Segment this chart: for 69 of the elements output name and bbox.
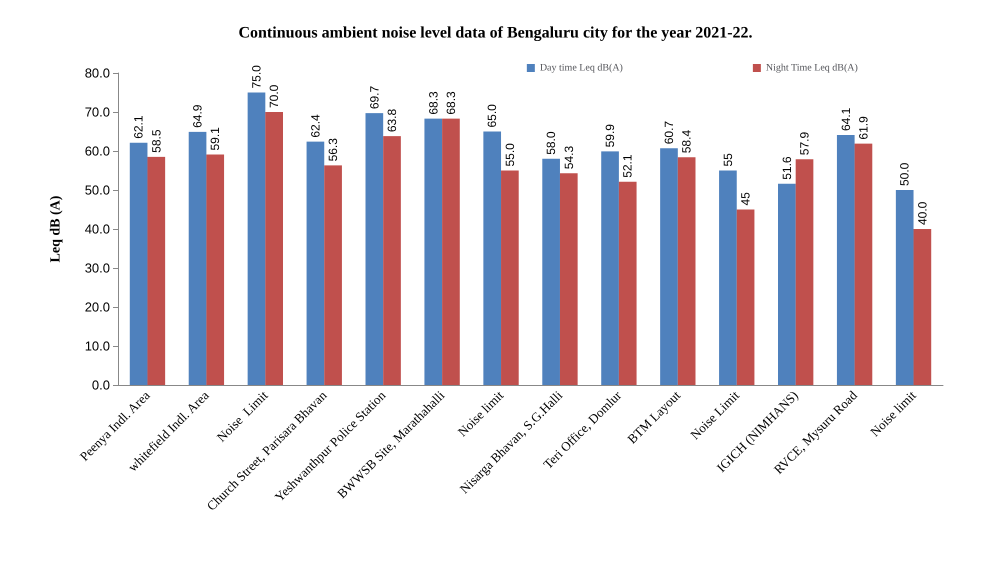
data-label: 51.6 xyxy=(780,156,794,180)
data-label: 57.9 xyxy=(798,132,812,156)
y-axis-title: Leq dB (A) xyxy=(48,195,64,262)
bar xyxy=(736,210,754,385)
bar xyxy=(424,118,442,385)
data-label: 56.3 xyxy=(326,138,340,162)
data-label: 62.1 xyxy=(132,115,146,139)
bar xyxy=(854,144,872,385)
y-tick-label: 80.0 xyxy=(84,66,110,80)
bar xyxy=(130,142,148,385)
data-label: 58.4 xyxy=(680,130,694,154)
data-label: 70.0 xyxy=(267,84,282,108)
bar xyxy=(306,142,324,385)
data-label: 58.5 xyxy=(149,129,164,153)
bar xyxy=(383,136,401,385)
y-tick-label: 60.0 xyxy=(84,144,110,158)
y-tick-label: 10.0 xyxy=(84,338,110,354)
data-label: 55.0 xyxy=(502,142,517,166)
y-tick-label: 0.0 xyxy=(92,378,110,392)
bar xyxy=(796,159,814,385)
data-label: 75.0 xyxy=(249,64,264,88)
bar xyxy=(442,118,460,385)
bar xyxy=(896,190,914,385)
data-label: 55 xyxy=(720,152,735,166)
bar xyxy=(719,170,737,385)
bar xyxy=(542,158,560,385)
data-label: 65.0 xyxy=(485,104,500,128)
data-label: 68.3 xyxy=(426,90,440,115)
chart-title: Continuous ambient noise level data of Bengaluru city for the year 2021-22. xyxy=(238,24,753,42)
data-label: 69.7 xyxy=(367,85,382,110)
data-label: 68.3 xyxy=(444,90,458,115)
bar xyxy=(265,112,283,385)
bar xyxy=(618,182,637,385)
bar xyxy=(778,184,796,385)
y-tick-label: 70.0 xyxy=(84,104,110,120)
data-label: 58.0 xyxy=(544,131,558,155)
legend-label: Day time Leq dB(A) xyxy=(540,62,623,74)
bar xyxy=(660,148,678,385)
data-label: 45 xyxy=(738,192,753,206)
y-tick-label: 50.0 xyxy=(84,182,110,198)
data-label: 54.3 xyxy=(562,146,576,170)
data-label: 64.9 xyxy=(190,104,205,128)
data-label: 62.4 xyxy=(308,114,322,138)
bar xyxy=(483,132,502,385)
data-label: 50.0 xyxy=(898,162,912,186)
data-label: 61.9 xyxy=(856,116,870,140)
bar xyxy=(501,170,519,385)
bar xyxy=(188,132,206,385)
legend-label: Night Time Leq dB(A) xyxy=(766,62,858,74)
y-tick-label: 30.0 xyxy=(84,260,110,276)
data-label: 64.1 xyxy=(838,107,853,132)
bar xyxy=(248,92,266,385)
bar xyxy=(147,156,166,385)
data-label: 63.8 xyxy=(385,108,400,132)
bar xyxy=(678,157,696,385)
bar xyxy=(560,173,578,385)
data-label: 40.0 xyxy=(915,201,930,225)
bar xyxy=(914,229,932,385)
bar xyxy=(324,165,342,385)
bar xyxy=(366,113,384,385)
y-tick-label: 20.0 xyxy=(84,300,110,314)
data-label: 59.1 xyxy=(208,126,222,151)
bar xyxy=(206,154,224,385)
bar xyxy=(836,135,855,385)
data-label: 59.9 xyxy=(603,124,618,148)
y-tick-label: 40.0 xyxy=(84,222,110,236)
data-label: 52.1 xyxy=(620,154,635,178)
bar xyxy=(601,151,619,385)
data-label: 60.7 xyxy=(662,120,676,144)
